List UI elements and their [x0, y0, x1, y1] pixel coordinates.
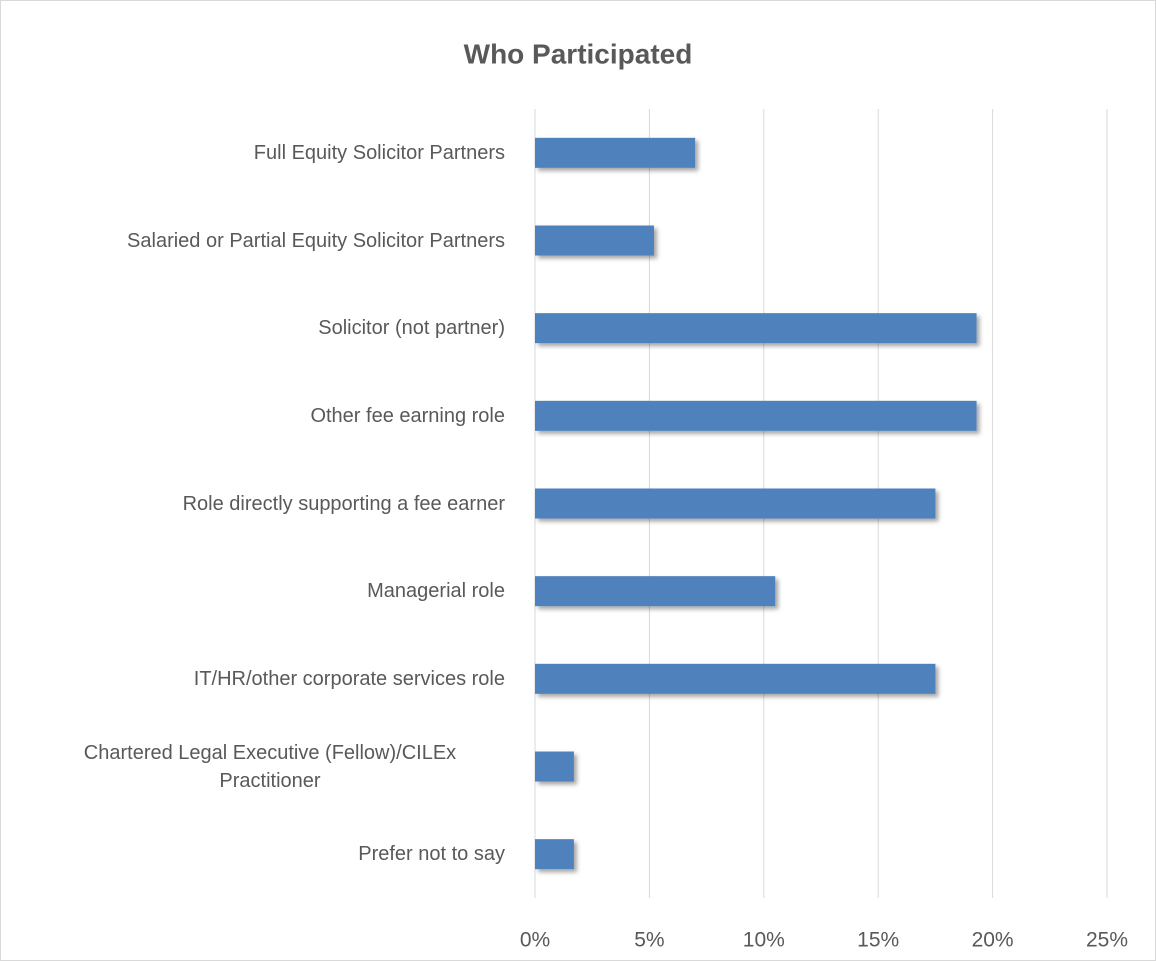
- x-tick-label: 20%: [972, 929, 1014, 952]
- category-label-box: Salaried or Partial Equity Solicitor Par…: [0, 201, 505, 281]
- category-label-box: Role directly supporting a fee earner: [0, 464, 505, 544]
- y-tick-label: Full Equity Solicitor Partners: [253, 141, 505, 164]
- category-label-box: IT/HR/other corporate services role: [0, 639, 505, 719]
- x-tick-label: 25%: [1086, 929, 1128, 952]
- category-label-box: Managerial role: [0, 551, 505, 631]
- x-tick-label: 5%: [634, 929, 664, 952]
- bar: [535, 751, 574, 782]
- category-label-box: Solicitor (not partner): [0, 288, 505, 368]
- y-tick-label: Chartered Legal Executive (Fellow)/CILEx…: [83, 741, 457, 792]
- category-label-box: Other fee earning role: [0, 376, 505, 456]
- chart-title: Who Participated: [464, 38, 693, 69]
- bar: [535, 137, 696, 168]
- y-tick-label: Managerial role: [367, 580, 505, 603]
- bar: [535, 576, 776, 607]
- y-tick-label: Solicitor (not partner): [318, 317, 505, 340]
- x-tick-label: 10%: [743, 929, 785, 952]
- y-tick-label: Salaried or Partial Equity Solicitor Par…: [127, 229, 505, 252]
- category-label-box: Chartered Legal Executive (Fellow)/CILEx…: [0, 727, 505, 807]
- bar: [535, 400, 977, 431]
- x-tick-label: 0%: [520, 929, 550, 952]
- category-label-box: Prefer not to say: [0, 814, 505, 894]
- y-tick-label: Other fee earning role: [310, 404, 505, 427]
- bar: [535, 488, 936, 519]
- y-tick-label: IT/HR/other corporate services role: [193, 667, 505, 690]
- bar: [535, 313, 977, 344]
- y-tick-label: Prefer not to say: [358, 843, 505, 866]
- bar: [535, 839, 574, 870]
- y-tick-label: Role directly supporting a fee earner: [182, 492, 505, 515]
- x-tick-label: 15%: [857, 929, 899, 952]
- bar: [535, 663, 936, 694]
- bar: [535, 225, 654, 256]
- category-label-box: Full Equity Solicitor Partners: [0, 113, 505, 193]
